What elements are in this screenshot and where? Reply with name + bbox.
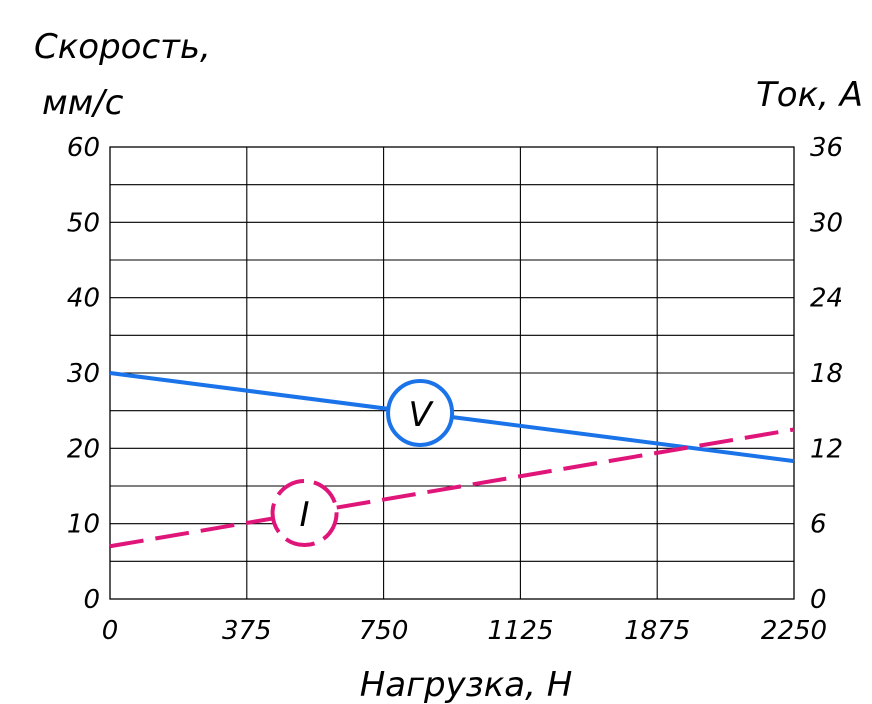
y-right-tick-label: 24 [810,284,843,314]
series-marker-v [386,378,455,447]
series-line-i [109,427,795,549]
tick-labels: 0 10 20 30 40 50 60 0 6 12 18 24 30 36 0 375 750 1125 1875… [67,133,843,646]
x-tick-label: 750 [359,616,409,646]
y-right-tick-label: 18 [810,359,843,389]
x-axis-title: Нагрузка, Н [360,665,573,704]
x-tick-label: 375 [222,616,272,646]
y-left-title-line1: Скорость, [34,27,211,67]
series-marker-i [270,479,339,548]
series-label-i: I [300,495,310,535]
x-tick-label: 2250 [761,616,827,646]
y-left-tick-label: 60 [67,133,100,163]
y-left-tick-label: 30 [67,359,100,389]
grid [109,146,795,600]
y-left-tick-label: 50 [67,208,100,238]
y-right-title: Ток, А [756,75,863,115]
y-right-tick-label: 30 [810,208,843,238]
x-tick-label: 0 [102,616,119,646]
y-right-tick-label: 0 [810,585,827,615]
y-left-tick-label: 20 [67,434,100,464]
x-tick-label: 1875 [624,616,690,646]
series-group: VI [109,371,795,549]
series-label-v: V [408,395,434,435]
y-left-tick-label: 0 [83,585,100,615]
y-left-tick-label: 40 [67,284,100,314]
y-right-tick-label: 36 [810,133,843,163]
y-right-tick-label: 6 [810,510,827,540]
y-left-title-line2: мм/с [42,83,124,123]
x-tick-label: 1125 [487,616,553,646]
y-right-tick-label: 12 [810,434,843,464]
y-left-tick-label: 10 [67,510,100,540]
